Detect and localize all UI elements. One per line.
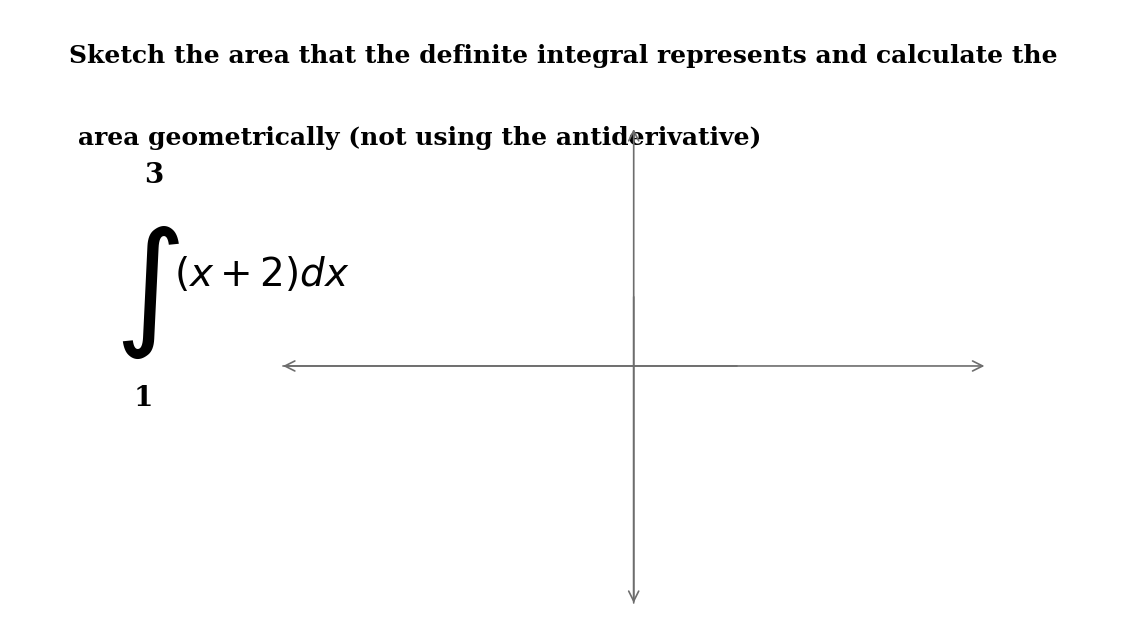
Text: $(x + 2)dx$: $(x + 2)dx$ — [175, 255, 350, 294]
Text: 1: 1 — [134, 385, 153, 412]
Text: 3: 3 — [144, 162, 163, 189]
Text: Sketch the area that the definite integral represents and calculate the: Sketch the area that the definite integr… — [69, 44, 1057, 68]
Text: area geometrically (not using the antiderivative): area geometrically (not using the antide… — [78, 126, 761, 150]
Text: $\int$: $\int$ — [114, 225, 179, 362]
